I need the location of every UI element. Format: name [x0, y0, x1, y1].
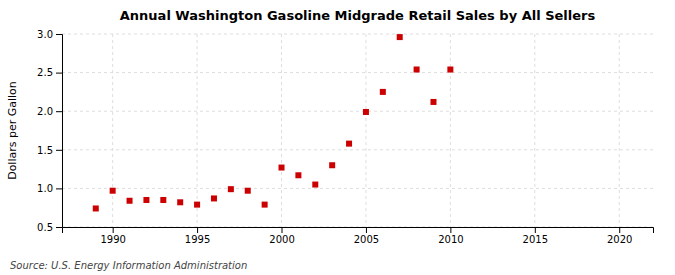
grid-line-y	[62, 111, 653, 112]
y-tick-mark	[56, 150, 62, 151]
x-tick-label: 2005	[354, 234, 379, 245]
square-point	[295, 172, 301, 178]
y-tick-mark	[56, 227, 62, 228]
square-point	[447, 67, 453, 73]
grid-line-x	[197, 34, 198, 227]
x-tick-mark	[197, 227, 198, 233]
square-point	[397, 34, 403, 40]
square-point	[211, 195, 217, 201]
grid-line-y	[62, 149, 653, 150]
x-tick-mark	[450, 227, 451, 233]
y-tick-label: 1.5	[37, 145, 53, 156]
square-point	[312, 182, 318, 188]
square-point	[177, 199, 183, 205]
grid-line-y	[62, 72, 653, 73]
square-point	[414, 67, 420, 73]
x-tick: 2015	[523, 227, 548, 245]
square-point	[110, 188, 116, 194]
x-tick: 2000	[269, 227, 294, 245]
square-point	[329, 162, 335, 168]
y-tick-label: 2.0	[37, 106, 53, 117]
x-tick-mark	[113, 227, 114, 233]
x-tick: 1995	[185, 227, 210, 245]
square-point	[380, 89, 386, 95]
x-tick: 1990	[100, 227, 125, 245]
grid-line-x	[281, 34, 282, 227]
y-tick-label: 2.5	[37, 67, 53, 78]
square-point	[262, 202, 268, 208]
grid-line-x	[365, 34, 366, 227]
square-point	[143, 197, 149, 203]
grid	[62, 34, 653, 227]
x-axis-line	[63, 228, 654, 234]
x-tick-mark	[366, 227, 367, 233]
y-tick-mark	[56, 73, 62, 74]
chart-title: Annual Washington Gasoline Midgrade Reta…	[120, 8, 596, 23]
grid-line-y	[62, 34, 653, 35]
x-tick-label: 1990	[100, 234, 125, 245]
chart-container: 1990 1995 2000 2005 2010 2015 2020 0.5 1.0 1.5 2.0…	[0, 0, 675, 275]
y-tick: 3.0	[37, 29, 62, 40]
y-tick-mark	[56, 188, 62, 189]
square-point	[228, 186, 234, 192]
y-tick-label: 1.0	[37, 183, 53, 194]
x-tick-label: 2000	[269, 234, 294, 245]
y-tick: 1.5	[37, 145, 62, 156]
square-point	[93, 205, 99, 211]
square-point	[127, 198, 133, 204]
x-tick-label: 2020	[607, 234, 632, 245]
grid-line-x	[112, 34, 113, 227]
x-tick-label: 2010	[438, 234, 463, 245]
square-point	[363, 109, 369, 115]
chart-svg: 1990 1995 2000 2005 2010 2015 2020 0.5 1.0 1.5 2.0…	[0, 0, 675, 275]
x-tick-mark	[535, 227, 536, 233]
grid-line-x	[450, 34, 451, 227]
y-tick-mark	[56, 34, 62, 35]
x-tick: 2010	[438, 227, 463, 245]
grid-line-x	[534, 34, 535, 227]
square-point	[346, 141, 352, 147]
y-tick-label: 3.0	[37, 29, 53, 40]
y-tick: 0.5	[37, 222, 62, 233]
x-tick-mark	[619, 227, 620, 233]
x-tick: 2020	[607, 227, 632, 245]
source-note: Source: U.S. Energy Information Administ…	[10, 260, 247, 271]
y-axis: 0.5 1.0 1.5 2.0 2.5 3.0	[37, 29, 62, 233]
y-tick-mark	[56, 111, 62, 112]
square-point	[245, 188, 251, 194]
y-tick: 2.5	[37, 67, 62, 78]
square-point	[430, 99, 436, 105]
grid-line-x	[619, 34, 620, 227]
points	[93, 34, 454, 211]
square-point	[160, 197, 166, 203]
x-tick-label: 2015	[523, 234, 548, 245]
y-tick: 2.0	[37, 106, 62, 117]
y-axis-title: Dollars per Gallon	[6, 81, 19, 180]
y-tick: 1.0	[37, 183, 62, 194]
square-point	[194, 202, 200, 208]
x-tick-label: 1995	[185, 234, 210, 245]
x-tick: 2005	[354, 227, 379, 245]
x-tick-mark	[282, 227, 283, 233]
square-point	[279, 165, 285, 171]
x-axis: 1990 1995 2000 2005 2010 2015 2020	[63, 227, 654, 245]
grid-line-y	[62, 188, 653, 189]
y-axis-line	[56, 35, 63, 228]
plot-area: 1990 1995 2000 2005 2010 2015 2020 0.5 1.0 1.5 2.0…	[37, 29, 653, 245]
y-tick-label: 0.5	[37, 222, 53, 233]
